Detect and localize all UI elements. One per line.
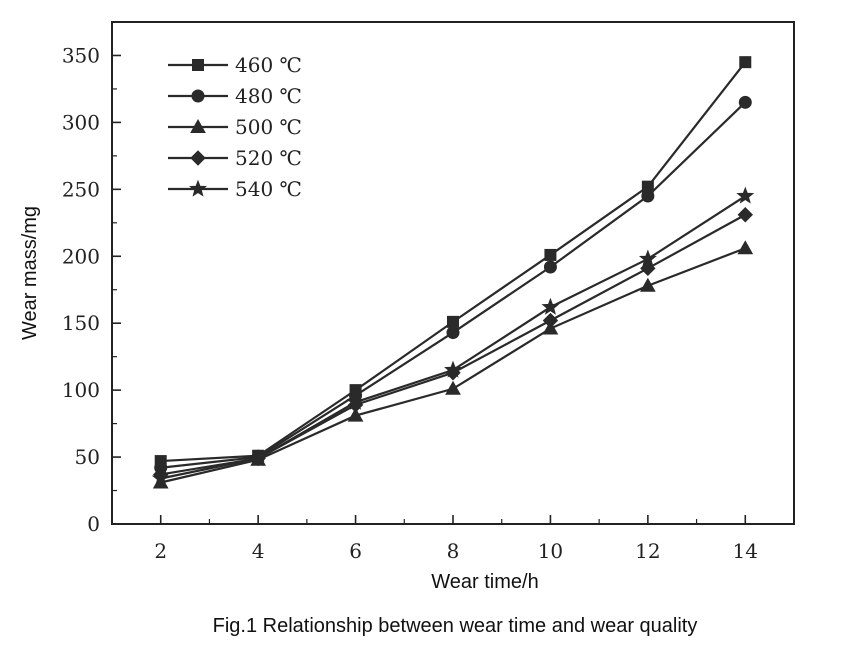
y-axis-title: Wear mass/mg xyxy=(19,206,41,340)
plot-frame xyxy=(111,21,795,525)
data-point xyxy=(444,360,462,378)
data-point xyxy=(640,277,656,292)
data-point xyxy=(737,207,753,223)
data-point xyxy=(347,407,364,422)
x-tick-label: 12 xyxy=(635,539,660,563)
x-tick-label: 2 xyxy=(154,539,167,563)
x-tick-label: 14 xyxy=(733,539,758,563)
legend-marker xyxy=(189,179,207,197)
legend-label: 460 ℃ xyxy=(235,53,302,77)
x-tick-label: 6 xyxy=(349,539,362,563)
y-tick-label: 250 xyxy=(62,177,100,201)
y-tick-label: 150 xyxy=(62,311,100,335)
legend: 460 ℃ 480 ℃ 500 ℃ 520 ℃ 540 ℃ xyxy=(168,53,302,201)
y-tick-label: 50 xyxy=(75,445,100,469)
x-axis: 2 4 6 8 10 12 14 xyxy=(111,515,795,563)
data-point xyxy=(249,449,268,467)
data-point xyxy=(543,260,557,274)
data-point xyxy=(542,312,559,329)
x-tick-label: 4 xyxy=(252,539,265,563)
data-point xyxy=(445,380,461,395)
y-tick-label: 300 xyxy=(62,110,100,134)
data-point xyxy=(641,189,655,203)
data-point xyxy=(737,240,754,255)
series-layer xyxy=(151,56,755,489)
data-point xyxy=(544,248,557,261)
legend-marker xyxy=(192,59,204,71)
y-tick-label: 350 xyxy=(62,43,100,67)
legend-label: 480 ℃ xyxy=(235,84,302,108)
data-point xyxy=(446,326,460,340)
y-tick-label: 100 xyxy=(62,378,100,402)
legend-item: 460 ℃ xyxy=(168,53,302,77)
legend-marker xyxy=(190,118,206,133)
data-point xyxy=(736,186,755,204)
data-point xyxy=(738,95,752,109)
legend-label: 540 ℃ xyxy=(235,177,302,201)
x-tick-label: 10 xyxy=(538,539,563,563)
data-point xyxy=(640,260,656,277)
data-point xyxy=(151,469,170,487)
legend-label: 500 ℃ xyxy=(235,115,302,139)
x-axis-title: Wear time/h xyxy=(431,571,538,593)
legend-label: 520 ℃ xyxy=(235,146,302,170)
x-tick-label: 8 xyxy=(447,539,460,563)
legend-item: 540 ℃ xyxy=(168,177,302,201)
data-point xyxy=(739,56,752,69)
legend-item: 500 ℃ xyxy=(168,115,302,139)
legend-marker xyxy=(190,150,206,166)
legend-item: 520 ℃ xyxy=(168,146,302,170)
legend-marker xyxy=(191,89,205,103)
y-tick-label: 0 xyxy=(87,512,100,536)
data-point xyxy=(447,315,459,328)
data-point xyxy=(541,297,560,315)
y-axis: 0 50 100 150 200 250 300 350 xyxy=(62,43,121,536)
series-5 xyxy=(151,186,755,487)
legend-item: 480 ℃ xyxy=(168,84,302,108)
data-point xyxy=(346,392,365,410)
figure-caption: Fig.1 Relationship between wear time and… xyxy=(213,615,698,637)
y-tick-label: 200 xyxy=(62,244,100,268)
data-point xyxy=(638,249,657,267)
